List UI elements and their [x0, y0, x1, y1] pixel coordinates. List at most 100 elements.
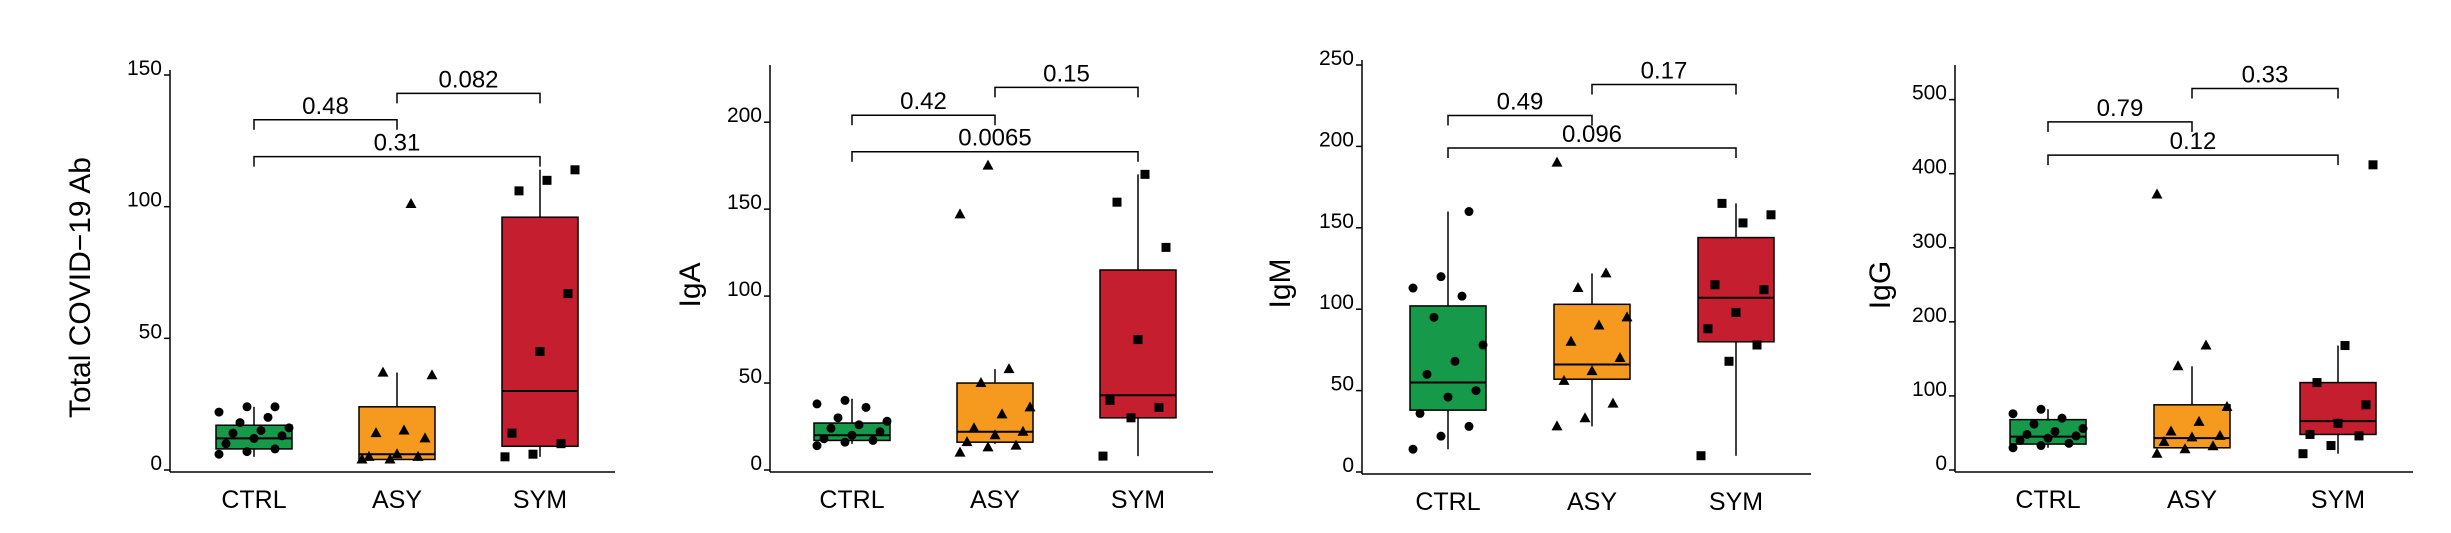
data-point	[1450, 356, 1460, 366]
y-tick-label: 150	[1319, 210, 1354, 233]
data-point	[847, 430, 857, 440]
box-asy	[2151, 188, 2233, 458]
data-point	[1696, 451, 1706, 461]
data-point	[2172, 360, 2184, 371]
data-point	[812, 399, 822, 409]
bracket-line	[2191, 87, 2339, 99]
y-tick-label: 100	[727, 278, 762, 301]
bracket-line	[1447, 114, 1593, 126]
data-point	[542, 175, 552, 185]
data-point	[2043, 433, 2053, 443]
y-axis-title: Total COVID−19 Ab	[64, 157, 97, 418]
bracket-line	[851, 150, 1139, 162]
comparison-bracket: 0.31	[253, 130, 541, 167]
data-point	[2361, 400, 2371, 410]
y-tick-label: 0	[1935, 452, 1947, 475]
data-point	[826, 423, 836, 433]
box-asy	[954, 159, 1036, 457]
comparison-bracket: 0.33	[2191, 62, 2339, 99]
p-value-label: 0.17	[1641, 58, 1688, 85]
data-point	[1471, 386, 1481, 396]
data-point	[2036, 441, 2046, 451]
box-asy	[356, 198, 438, 464]
x-category-label: CTRL	[221, 486, 286, 514]
y-tick-label: 50	[1331, 373, 1354, 396]
x-category-label: SYM	[2311, 486, 2365, 514]
data-point	[1112, 197, 1122, 207]
x-category-label: CTRL	[2015, 486, 2080, 514]
data-point	[412, 450, 424, 461]
data-point	[2008, 443, 2018, 453]
data-point	[2200, 339, 2212, 350]
data-point	[1140, 169, 1150, 179]
data-point	[2151, 188, 2163, 199]
data-point	[1478, 340, 1488, 350]
data-point	[2326, 441, 2336, 451]
data-point	[996, 408, 1008, 419]
data-point	[2022, 429, 2032, 439]
data-point	[1105, 395, 1115, 405]
data-point	[370, 427, 382, 438]
data-point	[377, 366, 389, 377]
data-point	[1443, 392, 1453, 402]
data-point	[2354, 431, 2364, 441]
data-point	[954, 446, 966, 457]
box-sym	[1696, 198, 1776, 461]
data-point	[1457, 291, 1467, 301]
comparison-bracket: 0.082	[396, 66, 541, 104]
y-tick-label: 50	[139, 320, 162, 343]
data-point	[975, 377, 987, 388]
data-point	[2179, 443, 2191, 454]
box-ctrl	[1408, 207, 1488, 454]
p-value-label: 0.33	[2242, 62, 2289, 89]
p-value-label: 0.096	[1562, 121, 1622, 148]
x-category-label: SYM	[1709, 488, 1763, 516]
data-point	[284, 423, 294, 433]
data-point	[954, 208, 966, 219]
data-point	[982, 159, 994, 170]
data-point	[840, 437, 850, 447]
data-point	[1408, 283, 1418, 293]
data-point	[391, 448, 403, 459]
data-point	[2165, 425, 2177, 436]
data-point	[242, 447, 252, 457]
data-point	[1551, 420, 1563, 431]
x-category-label: ASY	[2167, 486, 2217, 514]
data-point	[812, 441, 822, 451]
data-point	[2050, 426, 2060, 436]
data-point	[861, 402, 871, 412]
data-point	[2036, 404, 2046, 414]
data-point	[1003, 363, 1015, 374]
data-point	[1738, 218, 1748, 228]
p-value-label: 0.49	[1497, 88, 1544, 115]
data-point	[2186, 431, 2198, 442]
data-point	[514, 186, 524, 196]
data-point	[2214, 429, 2226, 440]
panel-2: 0 50 100 150 200 IgA CTRL ASY SYM 0.42 0.15 0.0065	[674, 60, 1213, 514]
box-sym	[500, 165, 580, 462]
box-sym	[1098, 169, 1177, 461]
data-point	[2151, 447, 2163, 458]
data-point	[2008, 409, 2018, 419]
data-point	[1558, 374, 1570, 385]
p-value-label: 0.42	[900, 88, 947, 115]
x-category-label: SYM	[1111, 486, 1165, 514]
bracket-line	[2047, 154, 2339, 166]
data-point	[398, 424, 410, 435]
data-point	[854, 420, 864, 430]
data-point	[1017, 425, 1029, 436]
comparison-bracket: 0.0065	[851, 125, 1139, 162]
comparison-bracket: 0.15	[994, 60, 1139, 98]
bracket-line	[994, 86, 1139, 98]
p-value-label: 0.0065	[958, 125, 1031, 152]
data-point	[242, 402, 252, 412]
data-point	[2312, 378, 2322, 388]
p-value-label: 0.31	[374, 130, 421, 157]
data-point	[249, 433, 259, 443]
y-tick-label: 100	[1319, 291, 1354, 314]
y-tick-label: 50	[739, 365, 762, 388]
data-point	[535, 347, 545, 356]
data-point	[270, 444, 280, 454]
data-point	[819, 434, 829, 444]
